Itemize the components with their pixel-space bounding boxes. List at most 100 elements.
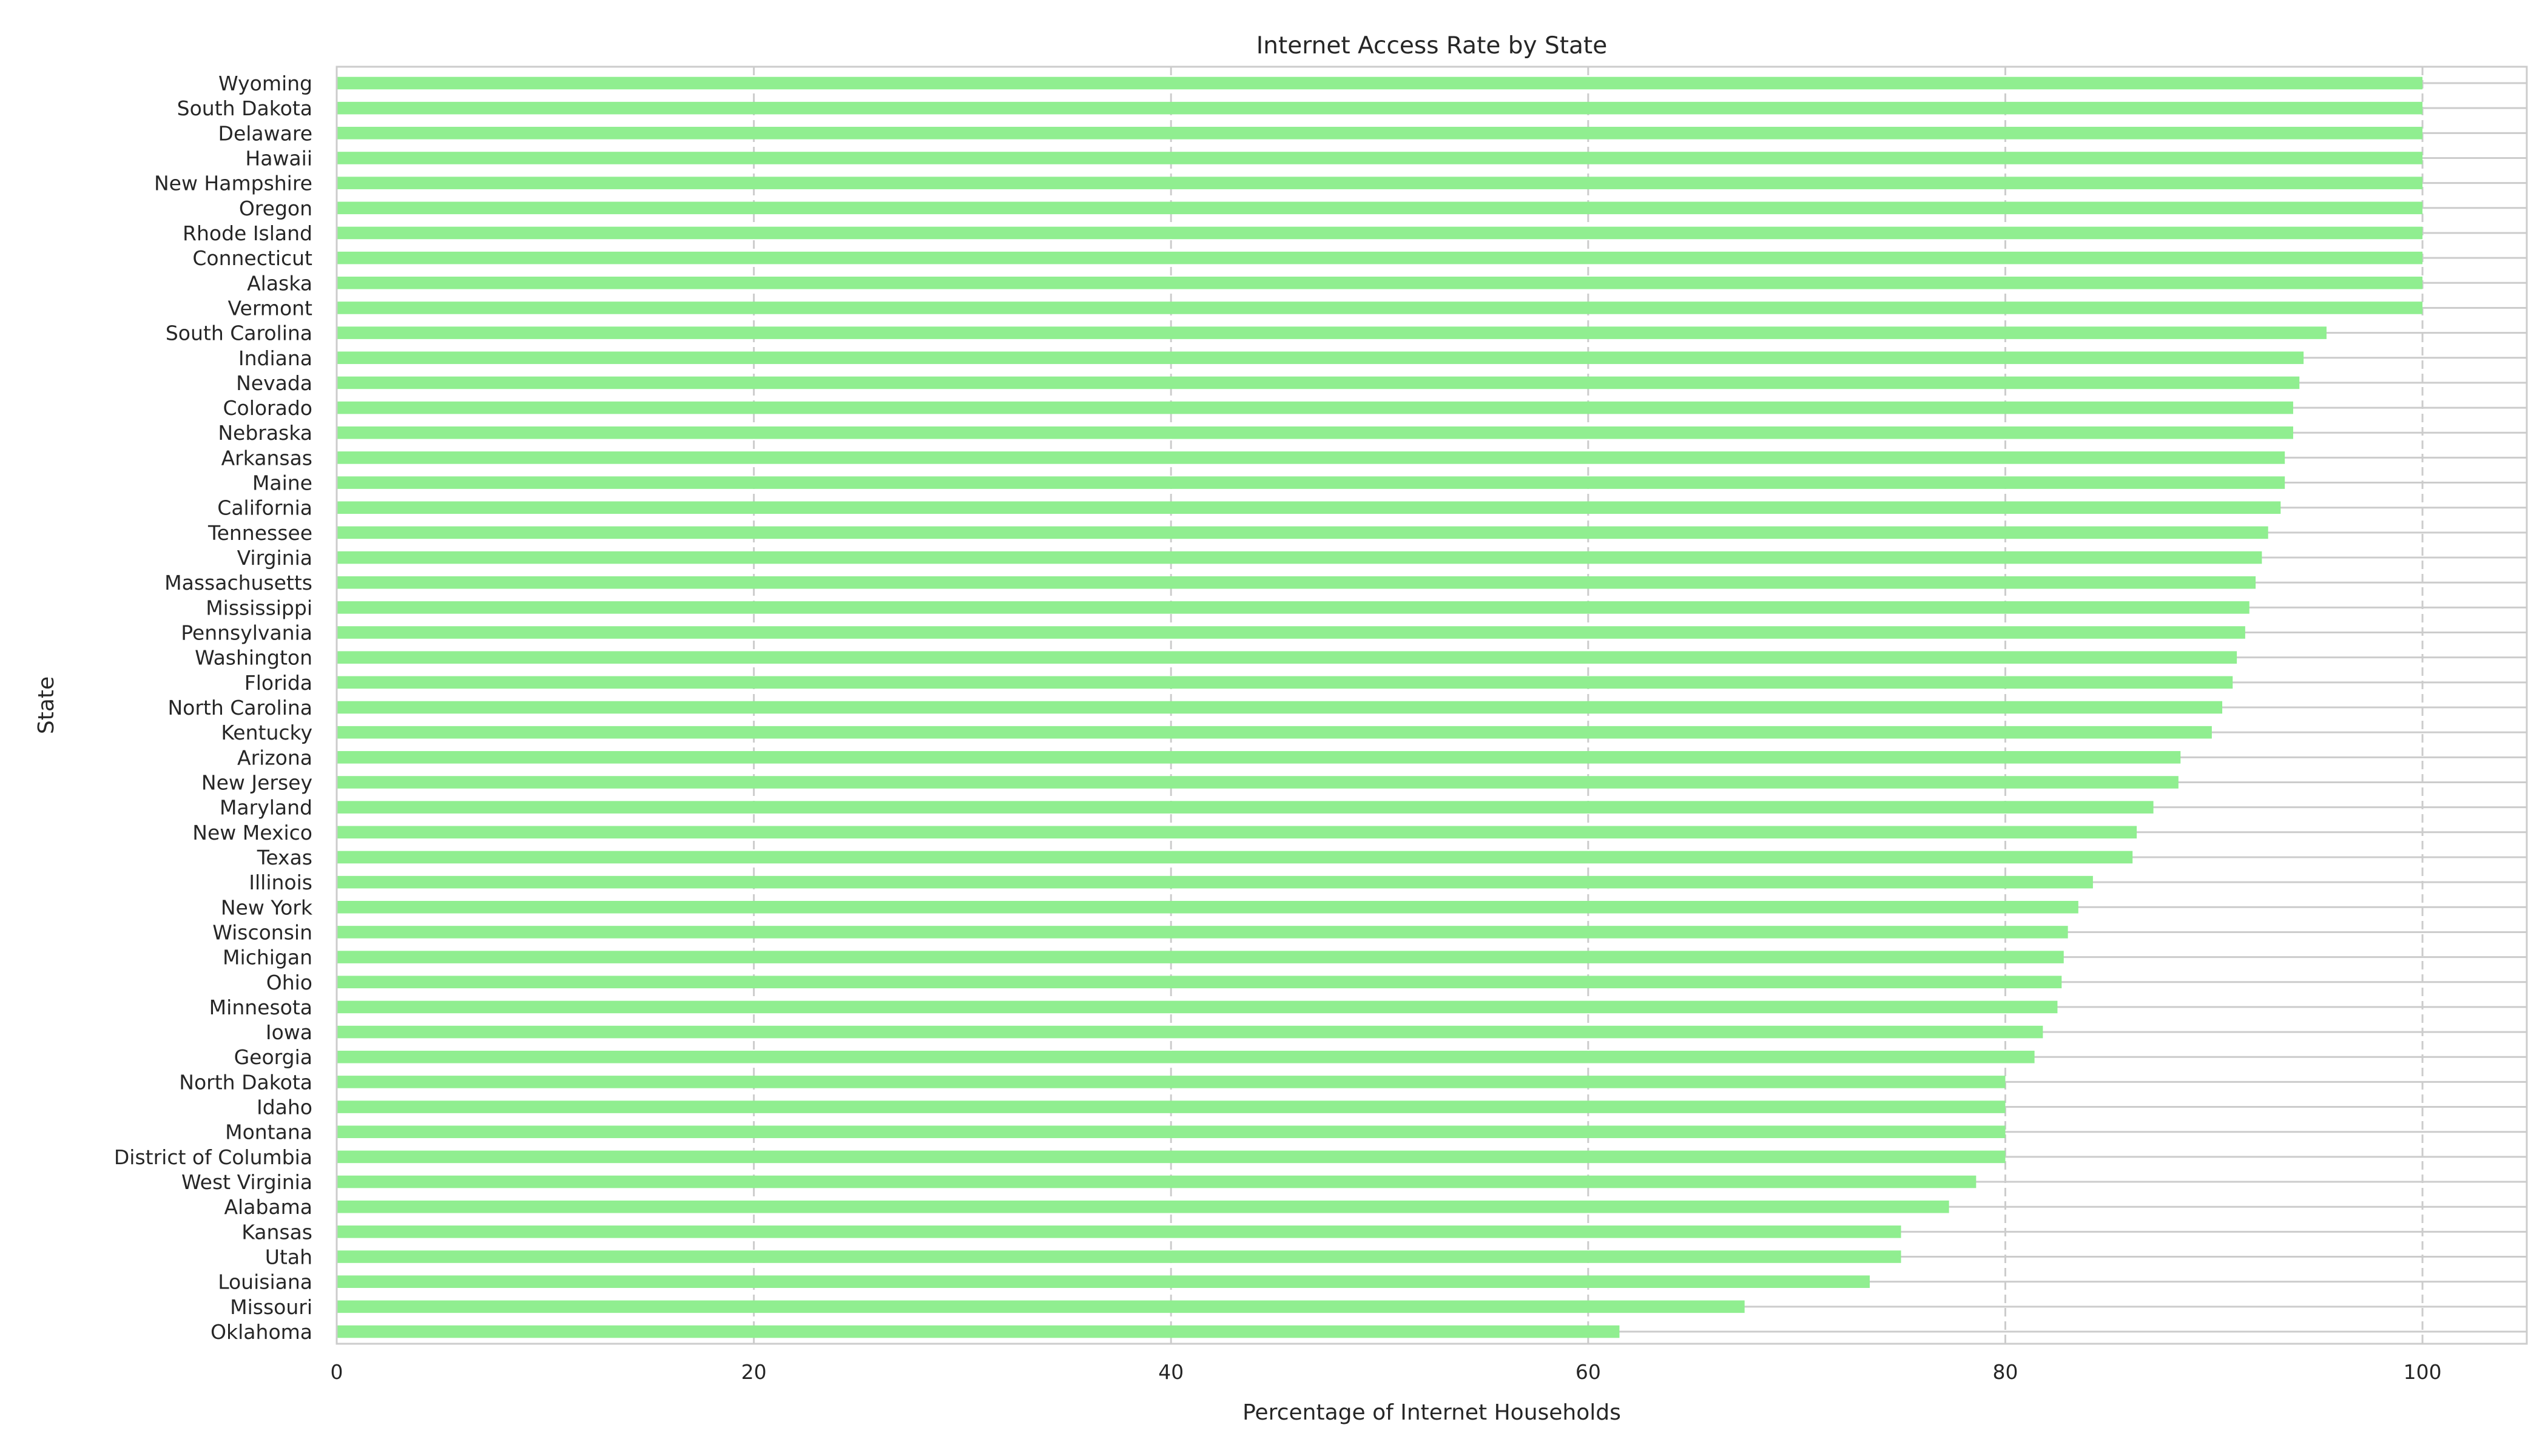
bar: [337, 302, 2423, 314]
bar: [337, 1050, 2035, 1063]
bar: [337, 576, 2256, 589]
bar: [337, 1325, 1620, 1338]
y-tick-label: Utah: [265, 1245, 312, 1269]
y-tick-label: Vermont: [228, 296, 313, 320]
y-tick-label: Colorado: [223, 396, 312, 420]
bar: [337, 426, 2293, 439]
bar: [337, 1300, 1745, 1313]
bar: [337, 751, 2181, 764]
y-tick-label: Idaho: [257, 1096, 312, 1119]
y-tick-label: Kentucky: [221, 721, 312, 744]
y-tick-label: Montana: [225, 1121, 312, 1144]
y-tick-label: New Hampshire: [154, 172, 312, 195]
y-tick-label: Connecticut: [192, 246, 312, 270]
bar: [337, 476, 2285, 489]
bar: [337, 351, 2304, 365]
bar: [337, 1000, 2058, 1014]
bar: [337, 951, 2064, 963]
y-tick-label: Missouri: [230, 1295, 312, 1319]
bar: [337, 401, 2293, 414]
bar: [337, 1076, 2006, 1088]
bar: [337, 851, 2133, 864]
x-axis-ticks: 0 20 40 60 80 100: [331, 1360, 2442, 1384]
y-tick-label: New Jersey: [201, 770, 312, 794]
bar: [337, 1200, 1949, 1213]
bar: [337, 326, 2327, 339]
bar: [337, 776, 2179, 789]
y-tick-label: Arkansas: [221, 446, 312, 470]
bar: [337, 376, 2300, 389]
plot-frame: [335, 66, 2528, 1345]
x-tick-label: 0: [331, 1360, 343, 1384]
y-tick-label: Oklahoma: [211, 1320, 312, 1344]
y-tick-label: Georgia: [234, 1045, 312, 1069]
y-tick-label: District of Columbia: [114, 1145, 312, 1169]
y-tick-label: Tennessee: [207, 521, 312, 545]
y-tick-label: Arizona: [237, 746, 312, 769]
bar: [337, 1175, 1977, 1188]
bar: [337, 976, 2062, 989]
y-tick-label: Illinois: [249, 871, 312, 894]
bar: [337, 651, 2237, 664]
bar: [337, 601, 2250, 614]
bar: [337, 1100, 2006, 1113]
y-tick-label: Delaware: [218, 121, 312, 145]
y-tick-label: Alaska: [247, 271, 312, 295]
bar: [337, 801, 2154, 814]
y-tick-label: Virginia: [237, 546, 312, 570]
y-tick-label: Wyoming: [218, 72, 312, 95]
y-tick-label: Wisconsin: [212, 920, 312, 944]
y-tick-label: South Dakota: [177, 96, 312, 120]
y-tick-label: California: [217, 496, 312, 520]
chart-title: Internet Access Rate by State: [1256, 32, 1607, 59]
bar: [337, 251, 2423, 265]
bar: [337, 177, 2423, 189]
bar: [337, 152, 2423, 164]
y-tick-label: Ohio: [266, 971, 312, 994]
bar: [337, 101, 2423, 115]
y-tick-label: Indiana: [238, 346, 312, 370]
bar: [337, 551, 2262, 564]
x-tick-label: 60: [1576, 1360, 1601, 1384]
bar: [337, 526, 2268, 539]
y-tick-label: Iowa: [266, 1020, 312, 1044]
x-tick-label: 80: [1992, 1360, 2018, 1384]
y-tick-label: Michigan: [223, 946, 312, 969]
bar: [337, 676, 2233, 689]
bar: [337, 451, 2285, 464]
y-tick-label: West Virginia: [181, 1170, 312, 1194]
y-tick-label: Mississippi: [206, 596, 312, 619]
y-tick-label: Pennsylvania: [181, 621, 312, 645]
y-tick-label: Florida: [244, 671, 312, 695]
y-tick-label: South Carolina: [166, 322, 312, 345]
bar: [337, 900, 2078, 914]
bars: [337, 76, 2423, 1338]
y-tick-label: Kansas: [241, 1220, 312, 1244]
y-tick-label: Oregon: [239, 197, 312, 220]
bar: [337, 926, 2068, 939]
x-axis-label: Percentage of Internet Households: [1242, 1400, 1621, 1425]
y-tick-label: Maryland: [220, 796, 312, 820]
bar: [337, 1275, 1870, 1288]
y-tick-label: Washington: [195, 646, 312, 670]
bar: [337, 1225, 1901, 1238]
y-tick-label: Rhode Island: [183, 221, 312, 245]
bar: [337, 726, 2212, 739]
bar: [337, 626, 2245, 639]
y-tick-label: North Carolina: [167, 696, 312, 720]
y-tick-label: Louisiana: [218, 1270, 312, 1294]
y-tick-label: Minnesota: [209, 996, 312, 1019]
bar: [337, 127, 2423, 140]
y-tick-label: Maine: [252, 471, 312, 495]
y-tick-label: New Mexico: [192, 821, 312, 844]
bar: [337, 826, 2137, 839]
bar: [337, 1250, 1901, 1263]
bar: [337, 501, 2281, 514]
bar: [337, 1125, 2006, 1139]
y-tick-label: Nebraska: [218, 421, 312, 445]
x-tick-label: 40: [1158, 1360, 1184, 1384]
y-axis-label: State: [34, 676, 59, 734]
bar: [337, 226, 2423, 240]
